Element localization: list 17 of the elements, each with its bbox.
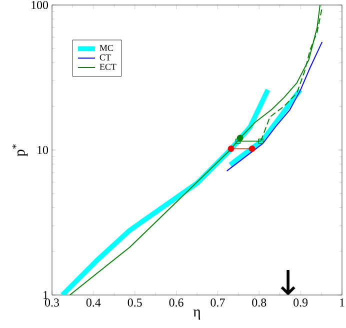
x-tick-label: 0.6 — [169, 298, 184, 307]
legend-label: ECT — [100, 64, 116, 70]
y-tick-label: 1 — [44, 291, 48, 299]
annotation: ↓ — [280, 270, 296, 295]
y-axis-title: p$^{*}$ — [12, 144, 28, 156]
x-tick-label: 0.8 — [252, 298, 266, 307]
y-tick-label: 10 — [38, 146, 48, 154]
x-tick-label: 0.9 — [294, 298, 308, 307]
legend-label: MC — [100, 44, 113, 52]
x-axis-title: η — [193, 310, 200, 320]
x-tick-label: 0.4 — [86, 298, 101, 307]
x-tick-label: 1 — [340, 298, 344, 306]
x-tick-label: 0.3 — [44, 298, 60, 307]
y-tick-label: 100 — [32, 0, 48, 10]
x-tick-label: 0.7 — [210, 298, 225, 307]
legend-label: CT — [100, 54, 111, 60]
x-tick-label: 0.5 — [128, 298, 142, 307]
